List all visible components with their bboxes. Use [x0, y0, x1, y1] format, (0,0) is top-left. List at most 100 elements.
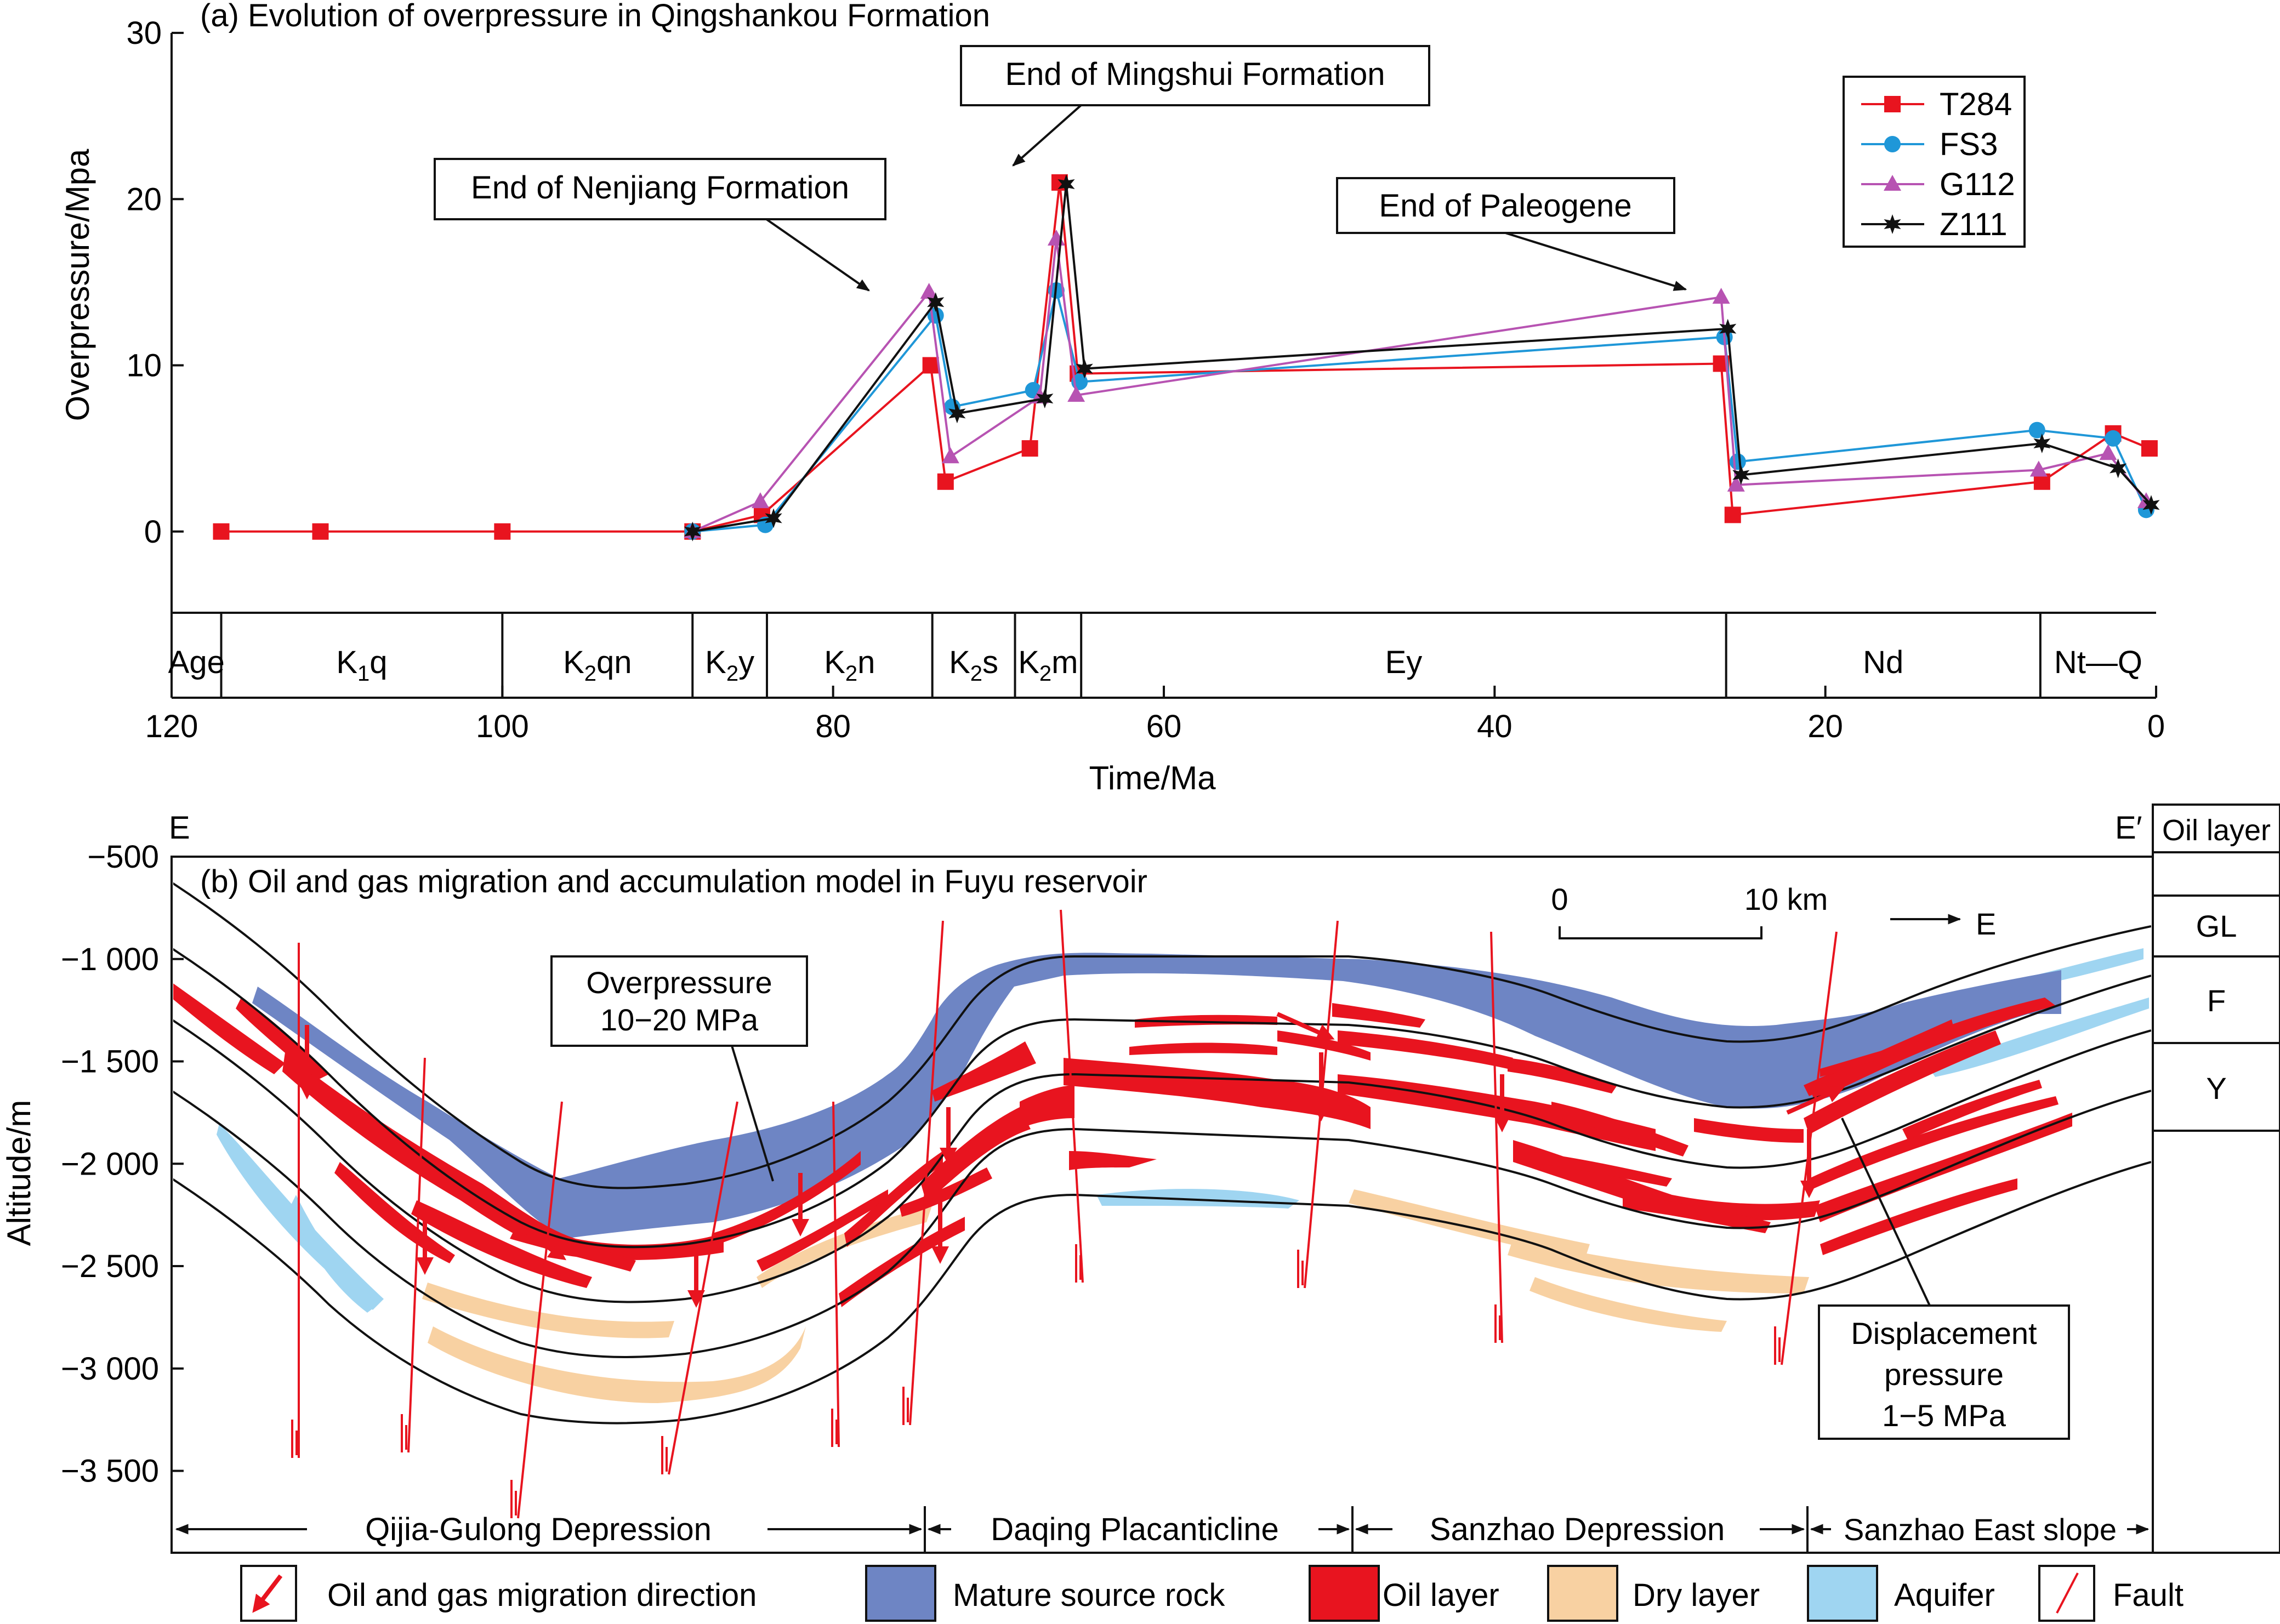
- strata-bar: Age K1q K2qn K2y K2n K2s K2m Ey Nd Nt—Q: [168, 612, 2156, 698]
- strata-label: Ey: [1385, 645, 1423, 680]
- scale-label: 10 km: [1744, 882, 1828, 916]
- legend-oil-label: Oil layer: [1383, 1577, 1499, 1613]
- direction-label: E: [1976, 907, 1996, 941]
- point-marker: [1712, 288, 1730, 304]
- point-marker: [948, 403, 966, 424]
- y-tick-label: 10: [126, 348, 162, 384]
- x-tick-label: 40: [1477, 709, 1513, 744]
- migration-arrow: [1786, 1086, 1845, 1115]
- section-y-tick-label: −2 000: [61, 1146, 159, 1182]
- source-rock-swatch: [865, 1565, 936, 1622]
- callout-overpressure-line1: Overpressure: [586, 965, 772, 1000]
- point-marker: [213, 523, 230, 540]
- strata-label: K2n: [824, 645, 875, 686]
- region-sanzhao-east: Sanzhao East slope: [1844, 1512, 2117, 1547]
- legend-entries: T284 FS3 G112 Z111: [1861, 87, 2015, 242]
- point-marker: [2033, 434, 2051, 453]
- stratum-line: [173, 1161, 2151, 1424]
- point-marker: [312, 523, 329, 540]
- series-line: [692, 238, 2147, 533]
- point-marker: [684, 521, 701, 542]
- oil-layer-header: Oil layer: [2162, 814, 2271, 847]
- section-y-ticks: −500 −1 000 −1 500 −2 000 −2 500 −3 000 −3 500: [61, 839, 184, 1489]
- migration-arrows: [298, 1012, 1845, 1308]
- callout-overpressure-line2: 10−20 MPa: [600, 1002, 759, 1037]
- aquifer-swatch: [1807, 1565, 1878, 1622]
- section-y-tick-label: −1 500: [61, 1044, 159, 1080]
- fault-line: [407, 1057, 426, 1453]
- oil-layer-gl: GL: [2196, 909, 2237, 943]
- cross-section: [173, 882, 2151, 1519]
- region-sanzhao: Sanzhao Depression: [1430, 1512, 1725, 1547]
- series-g112: [684, 230, 2155, 538]
- stratum-line: [173, 1019, 2151, 1303]
- fault-tick: [401, 1414, 407, 1452]
- x-tick-label: 80: [815, 709, 851, 744]
- direction-indicator: E: [1890, 907, 1996, 941]
- point-marker: [494, 523, 511, 540]
- x-axis-label: Time/Ma: [1089, 760, 1216, 796]
- oil-layer-y: Y: [2206, 1071, 2226, 1106]
- fault-line: [909, 920, 944, 1426]
- point-marker: [1727, 475, 1745, 492]
- legend: T284 FS3 G112 Z111: [1843, 76, 2026, 248]
- point-marker: [1719, 318, 1737, 339]
- stratum-line: [173, 882, 2151, 1189]
- legend-dry-label: Dry layer: [1633, 1577, 1760, 1613]
- point-marker: [1884, 136, 1901, 152]
- panel-a: 0 10 20 30 120 100 80 60 40 20 0 Age K1q K2qn K2y K2n K…: [59, 0, 2165, 796]
- series-z111: [684, 174, 2160, 542]
- point-marker: [927, 292, 945, 312]
- fault-line: [832, 1101, 840, 1448]
- x-tick-label: 0: [2147, 709, 2165, 744]
- fault-tick: [1494, 1304, 1501, 1343]
- source-rock-band: [252, 953, 2061, 1239]
- point-marker: [2141, 440, 2158, 457]
- annotation-nenjiang-text: End of Nenjiang Formation: [471, 170, 849, 206]
- x-tick-label: 100: [476, 709, 529, 744]
- callout-displacement-line2: pressure: [1884, 1357, 2004, 1392]
- stratum-line: [173, 1090, 2151, 1358]
- section-y-tick-label: −3 000: [61, 1351, 159, 1387]
- legend-aquifer-label: Aquifer: [1894, 1577, 1995, 1613]
- scale-bar: 0 10 km: [1551, 882, 1828, 939]
- strata-label: K2m: [1018, 645, 1078, 686]
- series-line: [692, 290, 2147, 533]
- strata-label: Nd: [1863, 645, 1903, 680]
- fault-tick: [1075, 1244, 1082, 1283]
- x-tick-label: 20: [1807, 709, 1843, 744]
- x-tick-label: 120: [145, 709, 198, 744]
- annotation-mingshui: End of Mingshui Formation: [960, 45, 1430, 167]
- migration-arrow: [1276, 1012, 1335, 1041]
- point-marker: [2029, 460, 2048, 477]
- fault-line: [517, 1101, 563, 1519]
- legend-label: T284: [1940, 87, 2012, 122]
- point-marker: [922, 357, 939, 374]
- panel-b: E E′ (b) Oil and gas migration and accum…: [1, 804, 2280, 1622]
- section-y-label: Altitude/m: [1, 1100, 37, 1246]
- legend-item: Z111: [1861, 207, 2008, 242]
- annotation-paleogene: End of Paleogene: [1336, 177, 1687, 291]
- fault-line: [1490, 931, 1503, 1343]
- annotation-paleogene-text: End of Paleogene: [1379, 188, 1631, 224]
- point-marker: [2110, 458, 2127, 478]
- point-marker: [2105, 430, 2122, 447]
- callout-displacement: Displacement pressure 1−5 MPa: [1818, 1118, 2070, 1440]
- section-y-tick-label: −500: [87, 839, 159, 875]
- legend-migration-label: Oil and gas migration direction: [327, 1577, 757, 1613]
- callout-displacement-line3: 1−5 MPa: [1882, 1398, 2006, 1433]
- point-marker: [2028, 421, 2045, 438]
- point-marker: [1036, 389, 1054, 409]
- legend-item: FS3: [1861, 127, 1998, 162]
- region-qijia-gulong: Qijia-Gulong Depression: [365, 1512, 712, 1547]
- section-left-end: E: [169, 810, 190, 846]
- fault-tick: [510, 1480, 517, 1518]
- section-y-tick-label: −1 000: [61, 942, 159, 977]
- fault-tick: [291, 1420, 298, 1458]
- point-marker: [1884, 175, 1901, 191]
- annotation-nenjiang: End of Nenjiang Formation: [434, 158, 886, 292]
- region-daqing: Daqing Placanticline: [991, 1512, 1279, 1547]
- y-tick-label: 30: [126, 15, 162, 51]
- section-right-end: E′: [2115, 810, 2142, 846]
